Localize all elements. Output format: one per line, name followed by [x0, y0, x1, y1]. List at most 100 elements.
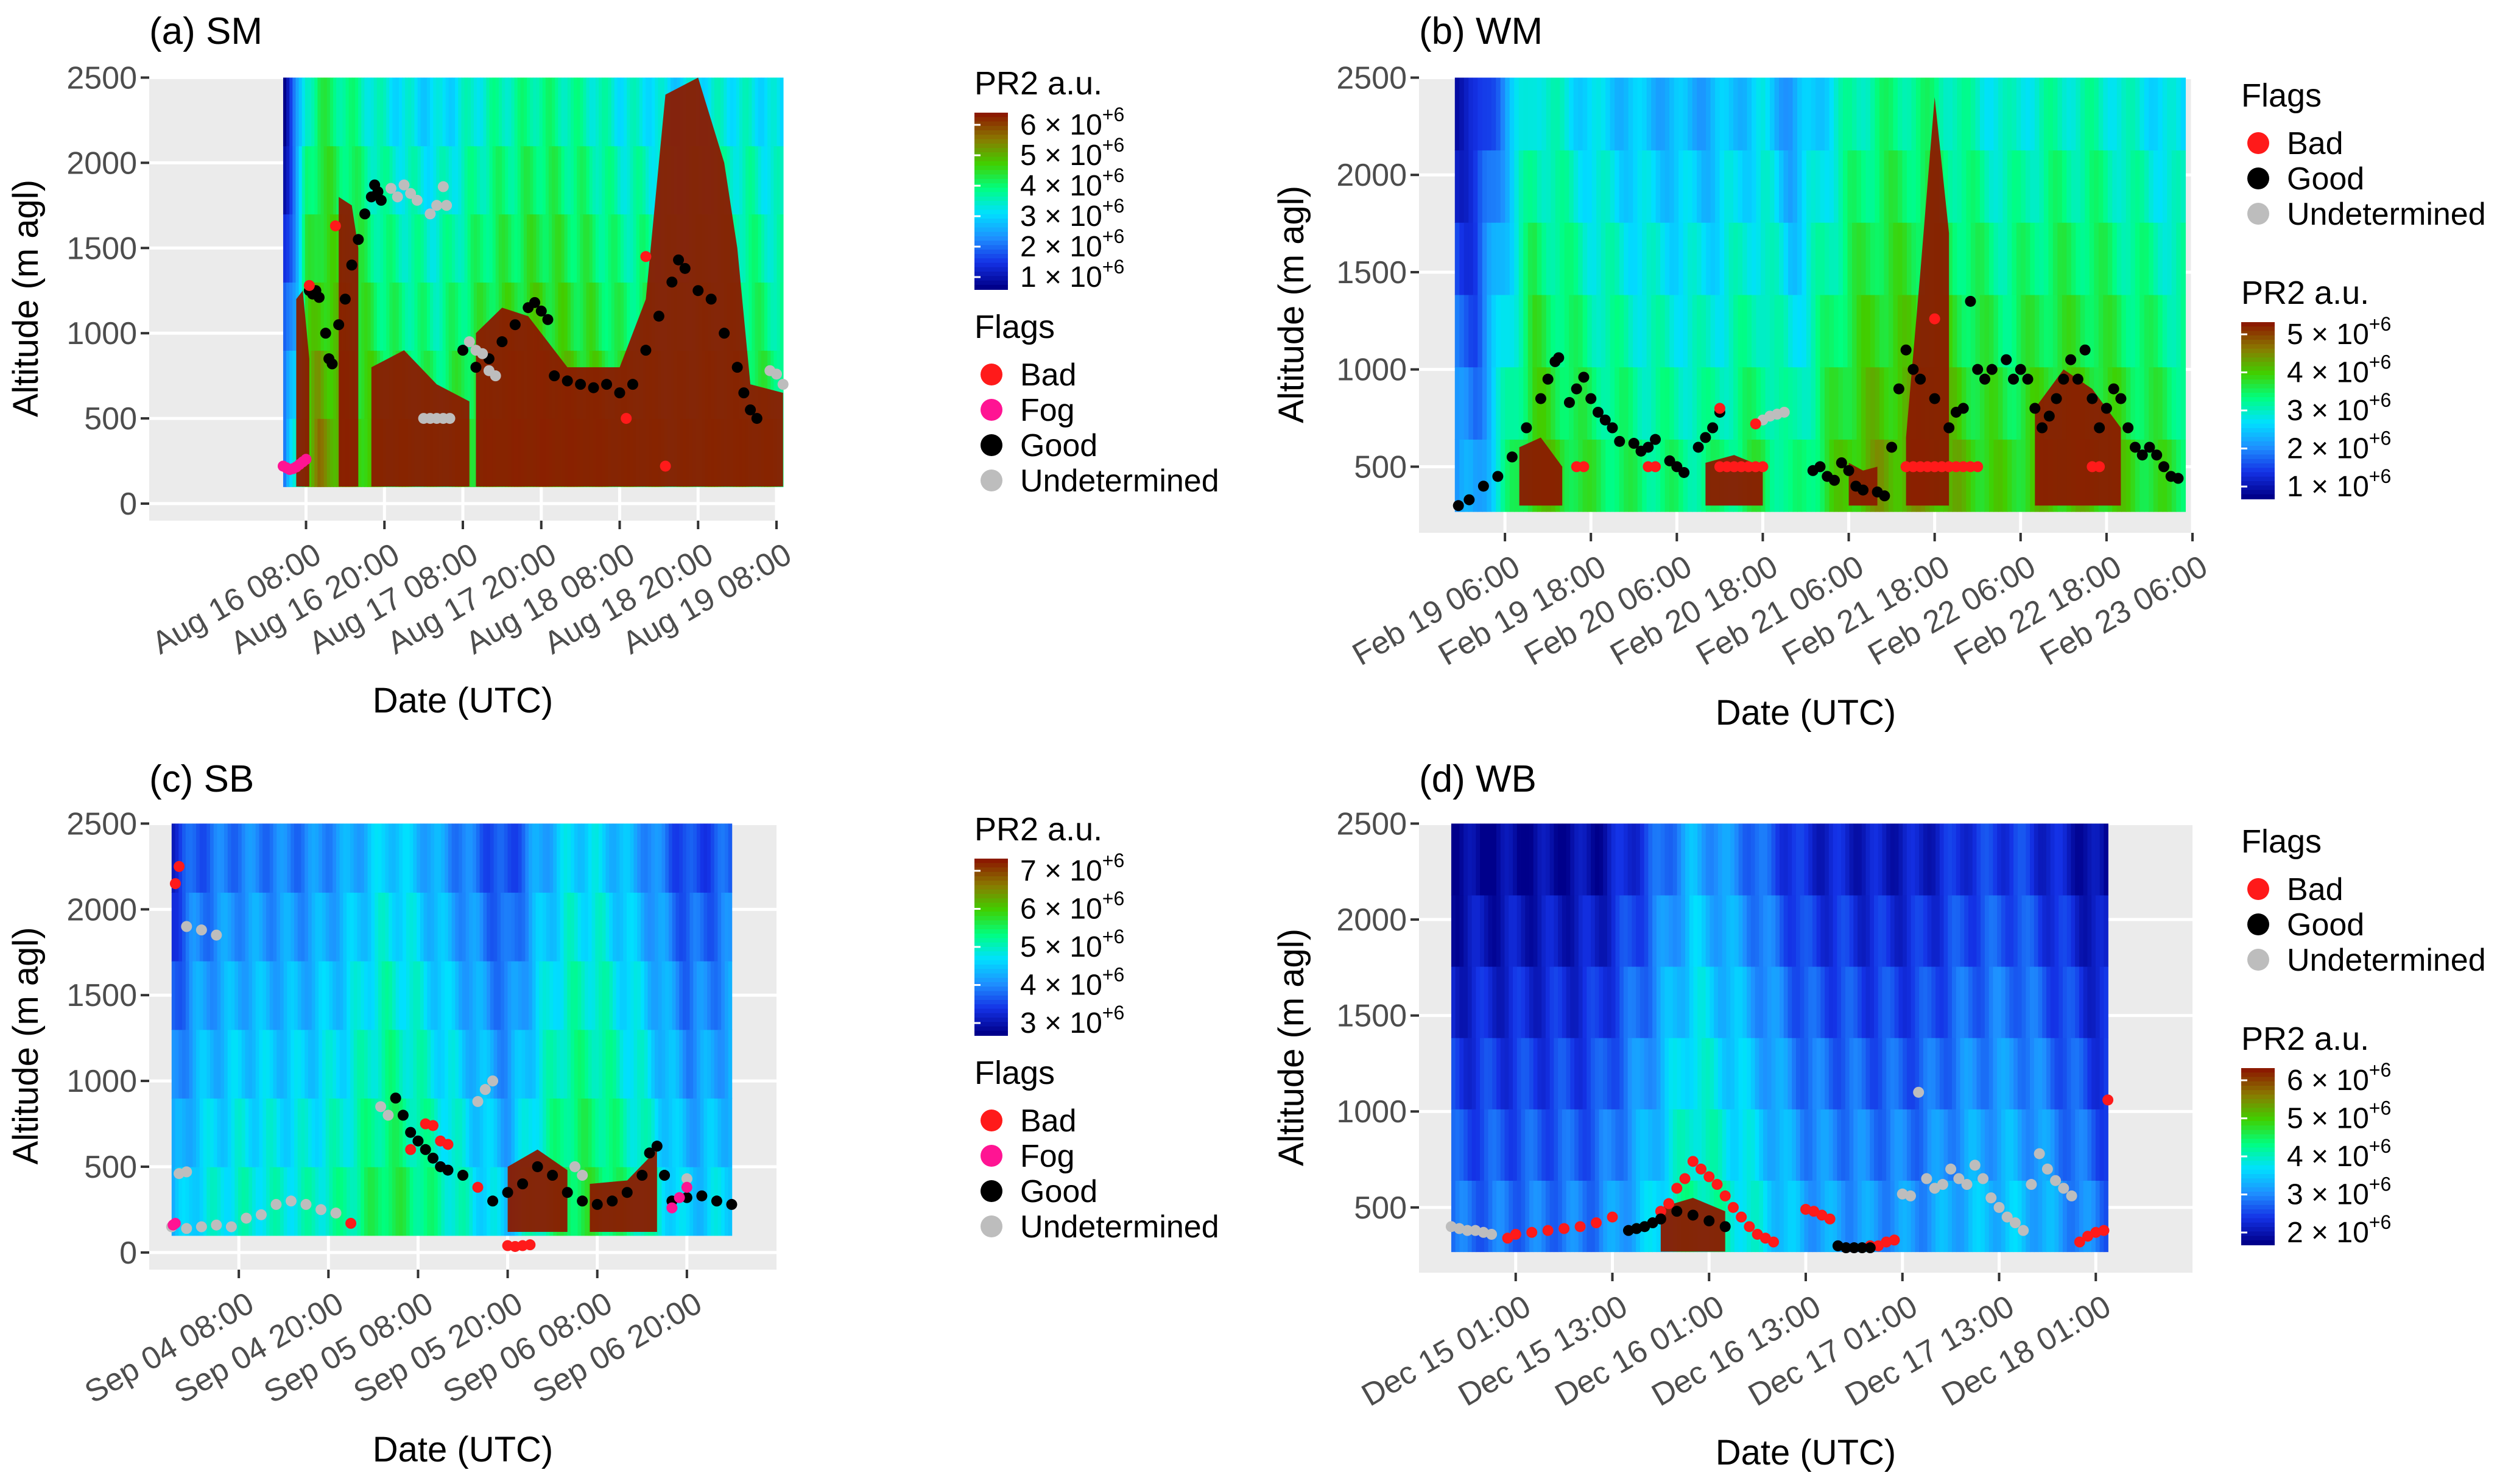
heatmap-cell [203, 1098, 208, 1167]
heatmap-cell [2017, 1109, 2023, 1181]
heatmap-cell [1964, 1180, 1969, 1253]
heatmap-cell [294, 960, 298, 1030]
heatmap-cell [515, 892, 519, 962]
heatmap-cell [1491, 294, 1497, 368]
heatmap-cell [451, 1098, 456, 1167]
heatmap-cell [549, 823, 554, 893]
heatmap-cell [2034, 895, 2039, 967]
flags-legend-title: Flags [2241, 823, 2322, 860]
heatmap-cell [1669, 150, 1675, 223]
heatmap-cell [1792, 1109, 1797, 1181]
heatmap-cell [1870, 77, 1876, 151]
heatmap-cell [1533, 966, 1538, 1038]
heatmap-cell [178, 1166, 183, 1236]
flags-legend-title: Flags [974, 309, 1055, 345]
heatmap-cell [2176, 150, 2182, 223]
heatmap-cell [1783, 439, 1789, 512]
heatmap-cell [413, 823, 417, 893]
heatmap-cell [1603, 1037, 1608, 1109]
heatmap-cell [504, 823, 509, 893]
heatmap-cell [423, 282, 428, 351]
heatmap-cell [1847, 150, 1853, 223]
heatmap-cell [1998, 77, 2004, 151]
heatmap-cell [1512, 1037, 1518, 1109]
heatmap-cell [2007, 367, 2013, 440]
heatmap-cell [2054, 1109, 2060, 1181]
flag-point-bad [1750, 418, 1761, 430]
heatmap-cell [770, 282, 775, 351]
heatmap-cell [1551, 367, 1556, 440]
heatmap-cell [533, 214, 537, 283]
heatmap-cell [395, 282, 400, 351]
heatmap-cell [252, 1029, 256, 1099]
heatmap-cell [1646, 77, 1652, 151]
flag-point-good [1879, 490, 1890, 502]
heatmap-cell [2139, 294, 2145, 368]
heatmap-cell [511, 1098, 515, 1167]
heatmap-cell [1715, 367, 1720, 440]
heatmap-cell [2038, 1109, 2043, 1181]
heatmap-cell [389, 1098, 393, 1167]
heatmap-cell [420, 146, 424, 215]
heatmap-cell [455, 1166, 459, 1236]
heatmap-cell [589, 214, 593, 283]
heatmap-cell [441, 892, 445, 962]
heatmap-cell [1856, 367, 1862, 440]
heatmap-cell [2016, 367, 2022, 440]
heatmap-cell [1726, 1180, 1731, 1253]
heatmap-cell [308, 1098, 312, 1167]
high-signal-region [476, 77, 783, 487]
heatmap-cell [1477, 77, 1483, 151]
heatmap-cell [1886, 1037, 1891, 1109]
heatmap-cell [1988, 150, 1995, 223]
heatmap-cell [1774, 367, 1780, 440]
heatmap-cell [1780, 966, 1784, 1038]
heatmap-cell [619, 823, 624, 893]
heatmap-cell [361, 350, 365, 419]
heatmap-cell [1828, 1037, 1834, 1109]
heatmap-cell [558, 146, 562, 215]
flag-point-good [1678, 466, 1690, 478]
heatmap-cell [696, 1098, 701, 1167]
heatmap-cell [1730, 1180, 1735, 1253]
heatmap-cell [1792, 150, 1798, 223]
heatmap-cell [1851, 367, 1858, 440]
heatmap-cell [1792, 1037, 1797, 1109]
heatmap-cell [2066, 150, 2072, 223]
heatmap-cell [773, 77, 778, 147]
heatmap-cell [492, 77, 496, 147]
colorbar-swatch [974, 1022, 1008, 1027]
heatmap-cell [336, 214, 340, 283]
heatmap-cell [308, 77, 312, 147]
heatmap-cell [1792, 1180, 1797, 1253]
flag-point-good [751, 413, 762, 424]
heatmap-cell [1615, 823, 1620, 896]
heatmap-cell [358, 77, 362, 147]
heatmap-cell [1594, 1109, 1600, 1181]
heatmap-cell [259, 1029, 264, 1099]
heatmap-cell [567, 823, 571, 893]
legend-label-bad: Bad [2287, 126, 2344, 161]
colorbar-swatch [974, 236, 1008, 242]
heatmap-cell [1463, 1109, 1468, 1181]
colorbar-swatch [974, 977, 1008, 983]
heatmap-cell [1646, 439, 1652, 512]
heatmap-cell [2099, 1180, 2105, 1253]
heatmap-cell [1644, 1180, 1649, 1253]
heatmap-cell [1463, 294, 1470, 368]
heatmap-cell [2095, 966, 2101, 1038]
heatmap-cell [1964, 966, 1969, 1038]
colorbar-swatch [974, 280, 1008, 286]
heatmap-cell [1651, 439, 1657, 512]
heatmap-cell [2116, 150, 2122, 223]
heatmap-cell [1870, 367, 1876, 440]
heatmap-cell [1939, 77, 1944, 151]
heatmap-cell [1811, 222, 1816, 295]
heatmap-cell [1943, 1037, 1949, 1109]
heatmap-cell [1774, 150, 1780, 223]
heatmap-cell [595, 77, 599, 147]
colorbar-swatch [2241, 1077, 2275, 1082]
heatmap-cell [1689, 966, 1694, 1038]
heatmap-cell [1677, 823, 1682, 896]
heatmap-cell [409, 823, 414, 893]
